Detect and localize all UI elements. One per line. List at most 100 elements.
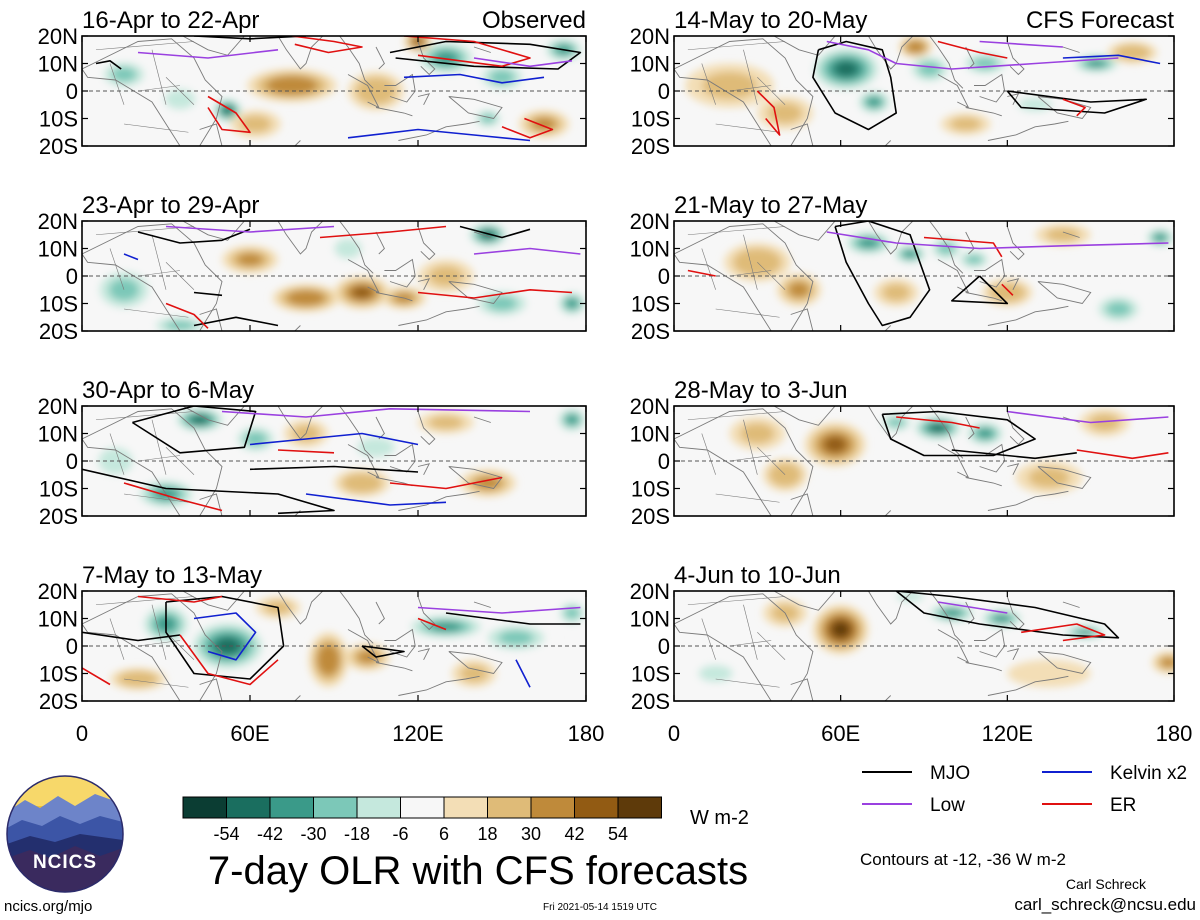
coastline — [448, 281, 503, 305]
low-contour — [165, 225, 335, 233]
country-border — [743, 604, 758, 660]
er-contour — [896, 416, 980, 429]
lon-tick-label: 180 — [568, 721, 605, 746]
er-contour — [207, 95, 251, 134]
country-border — [687, 596, 786, 606]
low-contour — [979, 40, 1063, 48]
coastline — [974, 628, 1006, 658]
coastline — [294, 325, 301, 331]
country-border — [743, 234, 758, 290]
coastline — [448, 651, 503, 675]
coastline — [1007, 463, 1020, 476]
lat-tick-label: 0 — [658, 634, 670, 659]
olr-anomaly-mark — [909, 43, 922, 51]
colorbar-tick-label: 30 — [521, 824, 541, 844]
lat-tick-label: 10S — [39, 107, 78, 132]
olr-anomaly-mark — [1106, 301, 1131, 317]
coastline — [375, 107, 413, 117]
country-border — [687, 41, 786, 51]
lat-tick-label: 10S — [631, 477, 670, 502]
mjo-contour — [895, 591, 1120, 639]
lon-tick-label: 120E — [982, 721, 1033, 746]
coastline — [1037, 281, 1092, 305]
coastline — [82, 223, 223, 331]
coastline — [199, 493, 223, 516]
coastline — [375, 231, 385, 255]
coastline — [347, 629, 380, 664]
lat-tick-label: 20N — [630, 24, 670, 49]
country-border — [757, 447, 786, 475]
coastline — [417, 411, 436, 446]
lat-tick-label: 20S — [39, 319, 78, 344]
coastline — [674, 408, 814, 516]
coastline — [1006, 41, 1025, 76]
country-border — [109, 433, 125, 475]
colorbar-swatch — [574, 796, 619, 819]
country-border — [151, 419, 167, 475]
email[interactable]: carl_schreck@ncsu.edu — [1014, 895, 1196, 914]
olr-anomaly-mark — [740, 423, 775, 444]
country-border — [137, 455, 181, 462]
coastline — [255, 36, 374, 89]
coastline — [417, 41, 436, 76]
lat-tick-label: 0 — [66, 634, 78, 659]
olr-anomaly-mark — [349, 476, 375, 490]
er-contour — [417, 617, 447, 631]
mjo-contour — [137, 228, 251, 244]
er-contour — [1001, 283, 1014, 296]
country-border — [701, 248, 716, 290]
coastline — [473, 601, 491, 608]
coastline — [1037, 651, 1092, 675]
country-border — [743, 419, 758, 475]
site-link[interactable]: ncics.org/mjo — [4, 898, 93, 915]
coastline — [790, 308, 814, 331]
olr-anomaly-mark — [98, 447, 133, 475]
colorbar-tick-label: -18 — [344, 824, 370, 844]
olr-anomaly-mark — [929, 424, 946, 432]
legend-label: Kelvin x2 — [1110, 763, 1187, 784]
coastline — [1006, 226, 1025, 261]
lon-tick-label: 60E — [230, 721, 269, 746]
legend-label: MJO — [930, 763, 970, 784]
coastline — [255, 591, 374, 644]
lon-tick-label: 180 — [1156, 721, 1193, 746]
mjo-contour — [82, 468, 335, 515]
mjo-contour — [361, 645, 405, 658]
coastline — [773, 36, 836, 56]
figure-title: 7-day OLR with CFS forecasts — [208, 849, 748, 893]
lat-tick-label: 10N — [630, 607, 670, 632]
coastline — [182, 406, 245, 426]
er-contour — [687, 269, 716, 277]
ncics-logo: NCICS — [6, 775, 124, 893]
lat-tick-label: 10N — [630, 422, 670, 447]
coastline — [448, 96, 503, 120]
olr-anomaly-mark — [191, 415, 208, 424]
colorbar-swatch — [487, 796, 532, 819]
coastline — [294, 140, 301, 146]
panel-title: 7-May to 13-May — [82, 562, 262, 589]
olr-anomaly-mark — [1045, 227, 1080, 242]
lat-tick-label: 20N — [630, 209, 670, 234]
coastline — [1062, 46, 1080, 53]
kelvin-contour — [515, 659, 531, 688]
author: Carl Schreck — [1065, 876, 1146, 892]
olr-anomaly-mark — [896, 591, 924, 602]
lat-tick-label: 20N — [38, 209, 78, 234]
coastline — [674, 38, 814, 146]
panel-title: 30-Apr to 6-May — [82, 377, 254, 404]
coastline — [347, 74, 380, 109]
mjo-contour — [812, 40, 897, 131]
panel-title: 23-Apr to 29-Apr — [82, 192, 259, 219]
lat-tick-label: 10N — [38, 237, 78, 262]
olr-anomaly-mark — [164, 89, 196, 110]
mjo-contour — [389, 40, 582, 70]
coastline — [846, 591, 964, 644]
coastline — [674, 223, 814, 331]
olr-anomaly-mark — [294, 293, 318, 303]
olr-anomaly-mark — [165, 320, 195, 331]
